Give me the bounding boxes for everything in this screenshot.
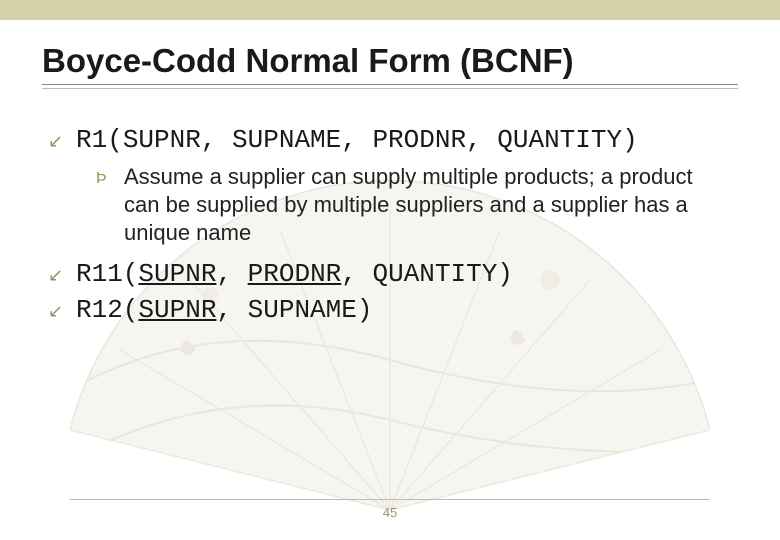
slide-title: Boyce-Codd Normal Form (BCNF) xyxy=(42,42,738,85)
relation-rest: , QUANTITY) xyxy=(341,259,513,289)
sub-bullet-text: Assume a supplier can supply multiple pr… xyxy=(124,163,732,247)
content-area: ↙ R1(SUPNR, SUPNAME, PRODNR, QUANTITY) Þ… xyxy=(0,97,780,327)
bullet-text: R12(SUPNR, SUPNAME) xyxy=(76,293,372,327)
footer: 45 xyxy=(0,499,780,522)
page-number: 45 xyxy=(383,505,397,520)
relation-name: R11( xyxy=(76,259,138,289)
arrow-down-left-icon: ↙ xyxy=(48,257,76,291)
relation-attrs: SUPNR, SUPNAME, PRODNR, QUANTITY xyxy=(123,125,622,155)
arrow-down-left-icon: ↙ xyxy=(48,123,76,157)
footer-rule xyxy=(70,499,710,500)
title-container: Boyce-Codd Normal Form (BCNF) xyxy=(0,20,780,97)
arrow-down-left-icon: ↙ xyxy=(48,293,76,327)
relation-rest: , SUPNAME) xyxy=(216,295,372,325)
key-attr: PRODNR xyxy=(248,259,342,289)
bullet-item: ↙ R11(SUPNR, PRODNR, QUANTITY) xyxy=(48,257,732,291)
bullet-text: R1(SUPNR, SUPNAME, PRODNR, QUANTITY) xyxy=(76,123,638,157)
top-color-band xyxy=(0,0,780,20)
sub-bullet-icon: Þ xyxy=(96,163,124,193)
sep: , xyxy=(216,259,247,289)
title-underline xyxy=(42,88,738,89)
key-attr: SUPNR xyxy=(138,295,216,325)
relation-name: R1( xyxy=(76,125,123,155)
key-attr: SUPNR xyxy=(138,259,216,289)
bullet-item: ↙ R1(SUPNR, SUPNAME, PRODNR, QUANTITY) xyxy=(48,123,732,157)
relation-close: ) xyxy=(622,125,638,155)
relation-name: R12( xyxy=(76,295,138,325)
bullet-text: R11(SUPNR, PRODNR, QUANTITY) xyxy=(76,257,513,291)
sub-bullet-item: Þ Assume a supplier can supply multiple … xyxy=(48,163,732,247)
bullet-item: ↙ R12(SUPNR, SUPNAME) xyxy=(48,293,732,327)
